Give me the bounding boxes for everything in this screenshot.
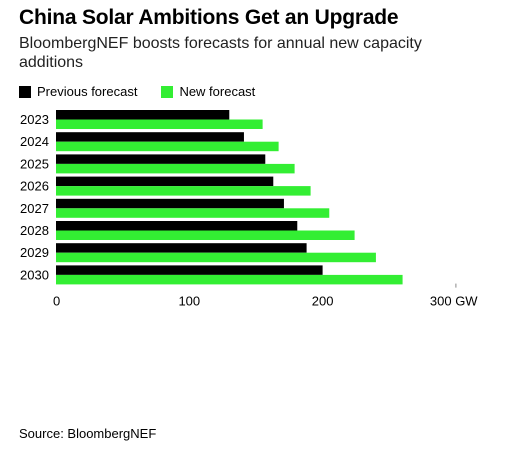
x-tick-label-100: 100	[178, 294, 200, 309]
y-tick-label-2029: 2029	[20, 245, 49, 260]
chart-title: China Solar Ambitions Get an Upgrade	[19, 6, 399, 29]
bar-previous-2027	[56, 198, 284, 209]
y-tick-label-2025: 2025	[20, 156, 49, 171]
bar-previous-2029	[56, 243, 307, 253]
x-tick-label-0: 0	[53, 294, 60, 309]
chart-subtitle: BloombergNEF boosts forecasts for annual…	[19, 35, 422, 71]
bar-previous-2025	[56, 154, 266, 164]
y-tick-label-2028: 2028	[20, 223, 49, 238]
legend-item-new: New forecast	[161, 84, 255, 99]
x-tick-label-300: 300 GW	[430, 294, 478, 309]
y-tick-label-2023: 2023	[20, 112, 49, 127]
bar-new-2027	[56, 208, 330, 218]
x-tick-label-200: 200	[312, 294, 334, 309]
source-note: Source: BloombergNEF	[19, 426, 157, 441]
bar-new-2028	[56, 230, 355, 240]
legend: Previous forecast New forecast	[19, 84, 279, 99]
bar-previous-2026	[56, 176, 274, 187]
bar-new-2023	[56, 119, 263, 129]
bar-new-2030	[56, 274, 403, 285]
bar-previous-2023	[56, 110, 230, 120]
bar-previous-2028	[56, 221, 298, 231]
legend-swatch-previous	[19, 85, 31, 98]
legend-label-new: New forecast	[179, 84, 256, 99]
bar-previous-2024	[56, 132, 244, 142]
bar-previous-2030	[56, 265, 323, 275]
y-tick-label-2024: 2024	[20, 134, 49, 149]
bar-new-2029	[56, 252, 376, 263]
y-tick-label-2030: 2030	[20, 267, 49, 282]
legend-swatch-new	[161, 85, 174, 98]
bar-new-2024	[56, 141, 279, 152]
bar-new-2025	[56, 163, 295, 174]
legend-item-previous: Previous forecast	[19, 84, 137, 99]
bar-chart: 2023 2024 2025 2026 2027 2028 2029 2030 0 100 200 3…	[20, 110, 478, 309]
y-tick-label-2027: 2027	[20, 201, 49, 216]
bar-new-2026	[56, 186, 311, 196]
legend-label-previous: Previous forecast	[37, 84, 138, 99]
y-tick-label-2026: 2026	[20, 179, 49, 194]
